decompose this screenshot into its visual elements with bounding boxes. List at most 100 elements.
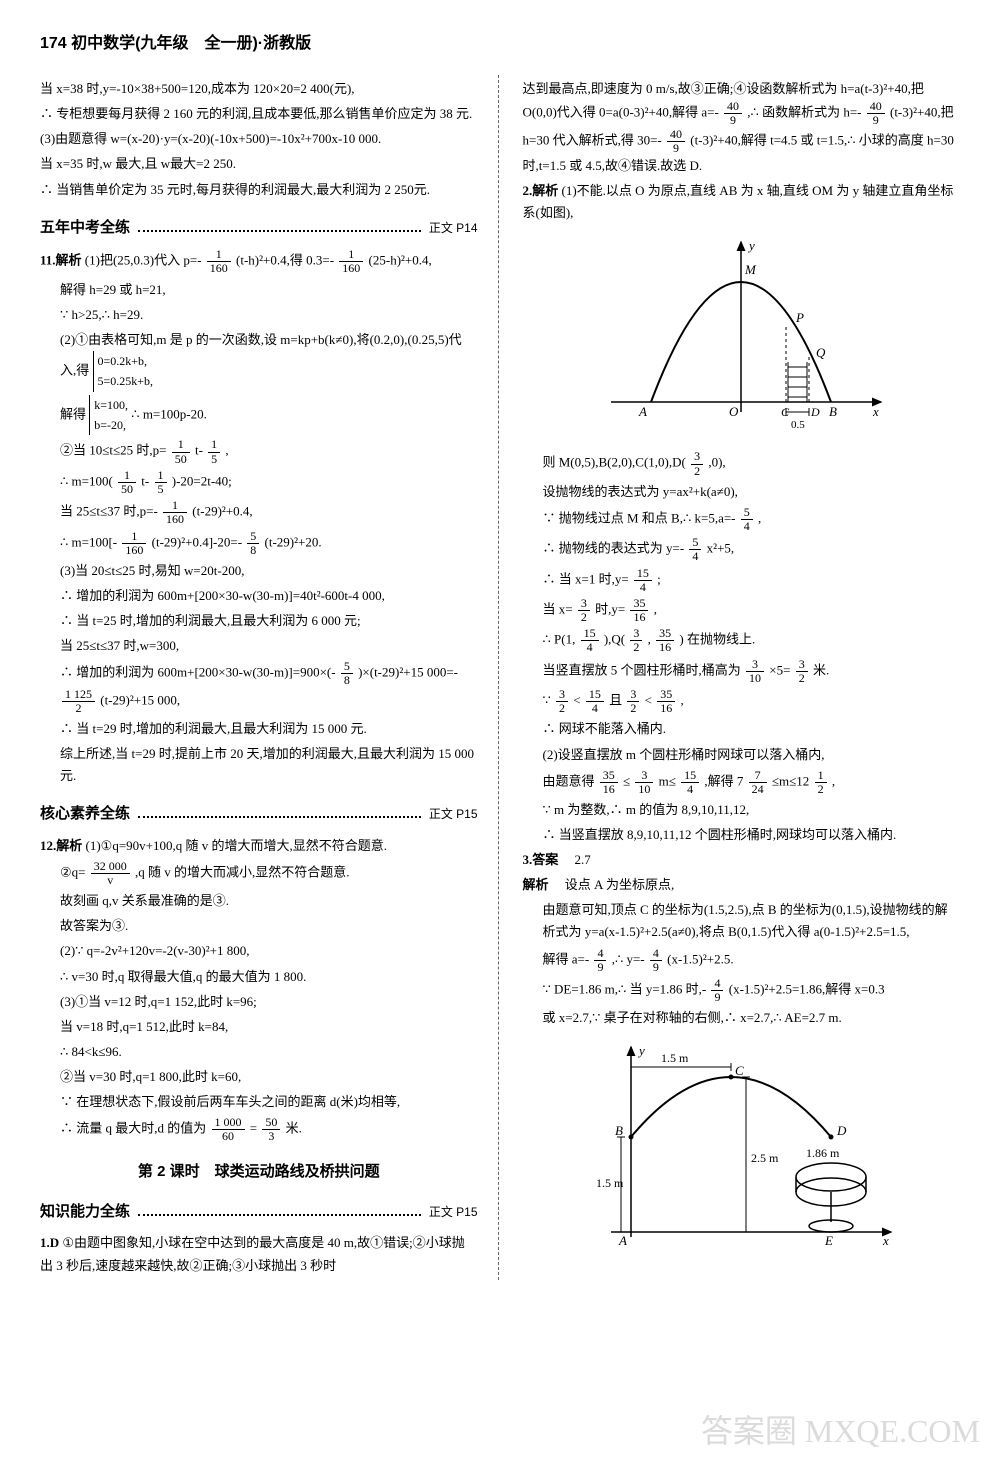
section-title: 知识能力全练 (40, 1199, 130, 1225)
text-line: ∴ 当销售单价定为 35 元时,每月获得的利润最大,最大利润为 2 250元. (40, 179, 478, 201)
text-line: ∴ v=30 时,q 取得最大值,q 的最大值为 1 800. (40, 966, 478, 988)
answer-value: 2.7 (575, 852, 591, 867)
fraction: 49 (594, 947, 606, 974)
problem-label: 11.解析 (40, 253, 82, 268)
problem-label: 3.答案 (523, 852, 559, 867)
fraction: 409 (867, 100, 885, 127)
fraction: 154 (586, 688, 604, 715)
text-line: 解得 a=- 49 ,∴ y=- 49 (x-1.5)²+2.5. (523, 947, 961, 974)
text-line: 解得 h=29 或 h=21, (40, 279, 478, 301)
text-line: ∵ 抛物线过点 M 和点 B,∴ k=5,a=- 54 , (523, 506, 961, 533)
lesson-title-2: 第 2 课时 球类运动路线及桥拱问题 (40, 1159, 478, 1185)
section-title: 核心素养全练 (40, 801, 130, 827)
svg-text:A: A (638, 404, 647, 419)
text-line: 设抛物线的表达式为 y=ax²+k(a≠0), (523, 481, 961, 503)
fraction: 12 (815, 769, 827, 796)
svg-text:1.5 m: 1.5 m (596, 1176, 624, 1190)
svg-text:D: D (810, 405, 820, 419)
text-line: (2)∵ q=-2v²+120v=-2(v-30)²+1 800, (40, 940, 478, 962)
text-line: ∴ 抛物线的表达式为 y=- 54 x²+5, (523, 536, 961, 563)
fraction: 3516 (657, 688, 675, 715)
text-line: ∵ m 为整数,∴ m 的值为 8,9,10,11,12, (523, 799, 961, 821)
svg-text:E: E (824, 1233, 833, 1248)
fraction: 409 (724, 100, 742, 127)
fraction: 32 (578, 597, 590, 624)
fraction: 54 (689, 536, 701, 563)
text-line: 则 M(0,5),B(2,0),C(1,0),D( 32 ,0), (523, 450, 961, 477)
svg-text:O: O (729, 404, 739, 419)
watermark: 答案圈 MXQE.COM (701, 1404, 980, 1458)
svg-text:x: x (872, 404, 879, 419)
svg-text:y: y (637, 1043, 645, 1058)
svg-text:Q: Q (816, 345, 826, 360)
text-line: ∴ 当 t=25 时,增加的利润最大,且最大利润为 6 000 元; (40, 610, 478, 632)
fraction: 58 (341, 660, 353, 687)
text-line: ∵ 32 < 154 且 32 < 3516 , (523, 688, 961, 715)
text-line: ∴ m=100( 150 t- 15 )-20=2t-40; (40, 469, 478, 496)
parabola-diagram-1: y x M P Q A O C D B 0.5 (591, 232, 891, 442)
text-line: 由题意得 3516 ≤ 310 m≤ 154 ,解得 7 724 ≤m≤12 1… (523, 769, 961, 796)
problem-label: 12.解析 (40, 838, 82, 853)
right-column: 达到最高点,即速度为 0 m/s,故③正确;④设函数解析式为 h=a(t-3)²… (523, 75, 961, 1279)
text-line: 当 x=35 时,w 最大,且 w最大=2 250. (40, 153, 478, 175)
fraction: 54 (741, 506, 753, 533)
text-line: ∵ DE=1.86 m,∴ 当 y=1.86 时,- 49 (x-1.5)²+2… (523, 977, 961, 1004)
text-line: 由题意可知,顶点 C 的坐标为(1.5,2.5),点 B 的坐标为(0,1.5)… (523, 899, 961, 943)
fraction: 1 00060 (212, 1116, 245, 1143)
text-line: ②当 10≤t≤25 时,p= 150 t- 15 , (40, 438, 478, 465)
text-line: ∴ P(1, 154 ),Q( 32 , 3516 ) 在抛物线上. (523, 627, 961, 654)
text-line: 当 25≤t≤37 时,p=- 1160 (t-29)²+0.4, (40, 499, 478, 526)
problem-label: 2.解析 (523, 183, 559, 198)
fraction: 32 (691, 450, 703, 477)
fraction: 154 (634, 567, 652, 594)
svg-text:B: B (615, 1123, 623, 1138)
fraction: 3516 (600, 769, 618, 796)
page-ref: 正文 P14 (429, 218, 478, 238)
text-line: ②当 v=30 时,q=1 800,此时 k=60, (40, 1066, 478, 1088)
left-column: 当 x=38 时,y=-10×38+500=120,成本为 120×20=2 4… (40, 75, 499, 1279)
fraction: 724 (749, 769, 767, 796)
text-line: ∴ 当 t=29 时,增加的利润最大,且最大利润为 15 000 元. (40, 718, 478, 740)
section-header-core: 核心素养全练 正文 P15 (40, 801, 478, 827)
page-header: 174 初中数学(九年级 全一册)·浙教版 (40, 30, 960, 57)
svg-text:B: B (829, 404, 837, 419)
fraction: 32 (556, 688, 568, 715)
problem-12: 12.解析 (1)①q=90v+100,q 随 v 的增大而增大,显然不符合题意… (40, 835, 478, 857)
problem-3: 3.答案 2.7 (523, 849, 961, 871)
text-line: 当 x= 32 时,y= 3516 , (523, 597, 961, 624)
svg-text:x: x (882, 1233, 889, 1248)
svg-text:A: A (618, 1233, 627, 1248)
fraction: 1160 (163, 499, 187, 526)
text-line: ∵ h>25,∴ h=29. (40, 304, 478, 326)
fraction: 15 (155, 469, 167, 496)
parabola-diagram-2: 1.5 m 2.5 m 1.86 m 1.5 m y x A B C D E (581, 1037, 901, 1257)
svg-text:C: C (735, 1063, 744, 1078)
text-line: (2)设竖直摆放 m 个圆柱形桶时网球可以落入桶内, (523, 744, 961, 766)
text-line: ∴ 84<k≤96. (40, 1041, 478, 1063)
text-line: 当 25≤t≤37 时,w=300, (40, 635, 478, 657)
page-ref: 正文 P15 (429, 804, 478, 824)
section-header-knowledge: 知识能力全练 正文 P15 (40, 1199, 478, 1225)
dots-leader (138, 810, 421, 818)
svg-text:0.5: 0.5 (791, 419, 805, 431)
fraction: 32 (627, 688, 639, 715)
text-span: (1)把(25,0.3)代入 p=- (85, 253, 202, 268)
fraction: 150 (172, 438, 190, 465)
problem-2: 2.解析 (1)不能.以点 O 为原点,直线 AB 为 x 轴,直线 OM 为 … (523, 180, 961, 224)
fraction: 409 (667, 128, 685, 155)
svg-text:1.5 m: 1.5 m (661, 1051, 689, 1065)
fraction: 58 (247, 530, 259, 557)
text-line: (3)当 20≤t≤25 时,易知 w=20t-200, (40, 560, 478, 582)
svg-text:M: M (744, 262, 757, 277)
text-line: 解析 设点 A 为坐标原点, (523, 874, 961, 896)
problem-11: 11.解析 (1)把(25,0.3)代入 p=- 1160 (t-h)²+0.4… (40, 248, 478, 275)
svg-text:P: P (795, 310, 804, 325)
text-line: (2)①由表格可知,m 是 p 的一次函数,设 m=kp+b(k≠0),将(0.… (40, 329, 478, 392)
fraction: 154 (581, 627, 599, 654)
analysis-label: 解析 (523, 877, 549, 892)
text-line: 综上所述,当 t=29 时,提前上市 20 天,增加的利润最大,且最大利润为 1… (40, 743, 478, 787)
section-title: 五年中考全练 (40, 215, 130, 241)
text-line: ∴ m=100[- 1160 (t-29)²+0.4]-20=- 58 (t-2… (40, 530, 478, 557)
svg-text:y: y (747, 238, 755, 253)
fraction: 1160 (207, 248, 231, 275)
